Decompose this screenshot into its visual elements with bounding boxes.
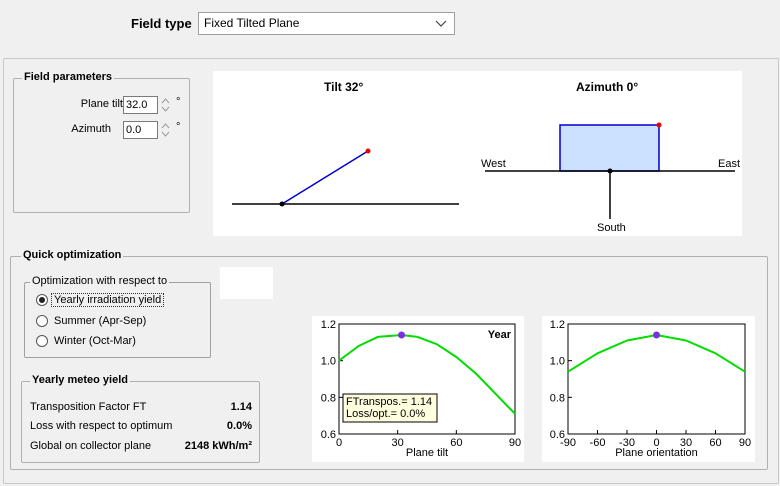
x-tick-label: 90 (509, 437, 521, 449)
annotation-box (342, 393, 438, 423)
tilt-title: Tilt 32° (324, 80, 364, 94)
azimuth-unit: ° (176, 121, 181, 133)
east-label: East (718, 158, 741, 170)
field-type-label: Field type (131, 16, 192, 31)
radio-yearly[interactable]: Yearly irradiation yield (36, 293, 206, 309)
series-line (567, 334, 746, 373)
azimuth-input[interactable]: 0.0 (123, 121, 158, 139)
x-axis-label: Plane orientation (615, 447, 698, 459)
y-tick-label: 1.0 (321, 356, 336, 368)
radio-summer-indicator[interactable] (36, 315, 48, 327)
optimization-respect-group: Optimization with respect to Yearly irra… (24, 275, 211, 358)
x-tick-label: 30 (392, 437, 404, 449)
plane-tilt-unit: ° (176, 96, 181, 108)
x-tick-label: 60 (709, 437, 721, 449)
tilt-chart-svg: 0.6 0.8 1.0 1.2 0 30 60 90 Plane tilt Year FTransp… (321, 319, 521, 459)
azimuth-label: Azimuth (71, 123, 111, 135)
blank-indicator-box (220, 267, 273, 299)
x-tick-label: 0 (336, 437, 342, 449)
radio-yearly-indicator[interactable] (36, 294, 48, 306)
radio-summer-label: Summer (Apr-Sep) (54, 315, 147, 327)
radio-winter-label: Winter (Oct-Mar) (54, 335, 136, 347)
y-tick-label: 0.6 (550, 429, 565, 441)
azimuth-spinner[interactable] (161, 121, 170, 139)
orientation-drawing (232, 122, 735, 219)
series-line (338, 334, 516, 415)
optimum-marker-point (398, 331, 406, 339)
azimuth-center-point (607, 168, 613, 174)
x-tick-label: -60 (590, 437, 606, 449)
ym-row-loss: Loss with respect to optimum 0.0% (30, 420, 252, 432)
field-parameters-title: Field parameters (22, 71, 115, 83)
ym-value: 0.0% (226, 420, 252, 432)
y-tick-label: 1.2 (321, 319, 336, 331)
x-tick-label: 60 (450, 437, 462, 449)
yearly-meteo-title: Yearly meteo yield (30, 374, 130, 386)
x-tick-label: -90 (560, 437, 576, 449)
ym-label: Global on collector plane (30, 440, 152, 452)
y-tick-label: 0.6 (321, 429, 336, 441)
ym-label: Transposition Factor FT (30, 401, 147, 413)
y-tick-label: 0.8 (321, 392, 336, 404)
x-tick-label: -30 (619, 437, 635, 449)
optimization-respect-title: Optimization with respect to (30, 275, 170, 287)
x-tick-label: 0 (653, 437, 659, 449)
orientation-chart-svg: 0.6 0.8 1.0 1.2 -90 -60 -30 0 30 60 90 Plane orient… (550, 319, 751, 459)
field-type-select[interactable]: Fixed Tilted Plane (198, 12, 455, 35)
plane-tilt-input[interactable]: 32.0 (123, 96, 158, 114)
azimuth-corner-point (656, 122, 662, 128)
plane-tilt-spinner[interactable] (161, 96, 170, 114)
ym-value: 2148 kWh/m² (184, 440, 252, 452)
tilt-plane-line (281, 150, 369, 205)
y-tick-label: 0.8 (550, 392, 565, 404)
radio-winter[interactable]: Winter (Oct-Mar) (36, 334, 206, 350)
chart-title: Year (488, 329, 512, 341)
chevron-down-icon (435, 20, 447, 27)
ym-value: 1.14 (230, 401, 252, 413)
west-label: West (481, 158, 506, 170)
plot-frame (338, 323, 516, 435)
tilt-chart: 0.6 0.8 1.0 1.2 0 30 60 90 Plane tilt Year FTransp… (312, 316, 524, 462)
radio-summer[interactable]: Summer (Apr-Sep) (36, 314, 206, 330)
south-label: South (597, 222, 626, 234)
tilt-top-point (365, 148, 371, 154)
plane-tilt-label: Plane tilt (80, 98, 123, 110)
orientation-chart: 0.6 0.8 1.0 1.2 -90 -60 -30 0 30 60 90 Plane orient… (542, 316, 755, 462)
plot-frame (567, 323, 746, 435)
radio-winter-indicator[interactable] (36, 335, 48, 347)
ym-row-global: Global on collector plane 2148 kWh/m² (30, 440, 252, 452)
yearly-meteo-group: Yearly meteo yield Transposition Factor … (21, 374, 260, 463)
orientation-diagram: Tilt 32° Azimuth 0° West East South (213, 71, 742, 236)
ym-row-transposition: Transposition Factor FT 1.14 (30, 401, 252, 413)
x-axis-label: Plane tilt (406, 447, 448, 459)
quick-optimization-group: Quick optimization (10, 249, 768, 470)
y-tick-label: 1.0 (550, 356, 565, 368)
annotation-text: Loss/opt.= 0.0% (346, 408, 425, 420)
field-parameters-group: Field parameters Plane tilt 32.0 ° Azimu… (13, 71, 190, 213)
tilt-pivot-point (279, 201, 285, 207)
field-panel (3, 58, 779, 484)
quick-optimization-title: Quick optimization (21, 249, 124, 261)
azimuth-plane-rect (559, 124, 660, 172)
ym-label: Loss with respect to optimum (30, 420, 173, 432)
field-type-value: Fixed Tilted Plane (204, 16, 300, 30)
radio-yearly-label: Yearly irradiation yield (50, 293, 165, 307)
azimuth-title: Azimuth 0° (576, 80, 639, 94)
x-tick-label: 30 (680, 437, 692, 449)
annotation-text: FTranspos.= 1.14 (346, 396, 432, 408)
y-tick-label: 1.2 (550, 319, 565, 331)
x-tick-label: 90 (739, 437, 751, 449)
optimum-marker-point (653, 331, 660, 339)
